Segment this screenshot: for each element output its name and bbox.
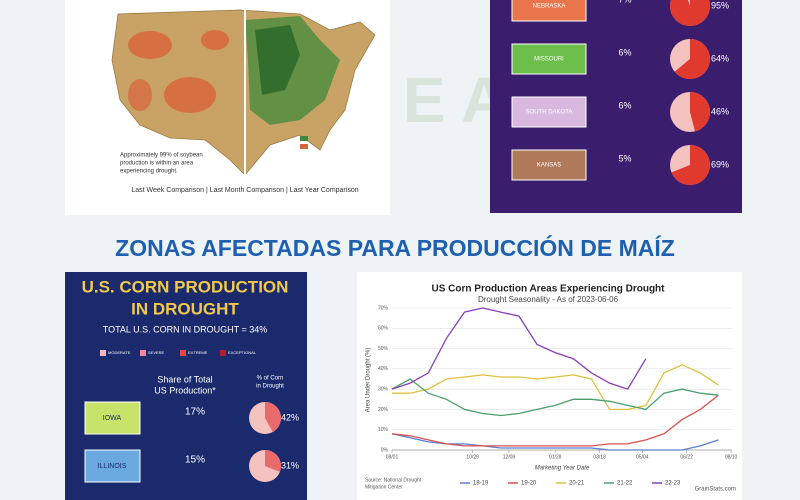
state-share: 5%	[618, 153, 631, 163]
state-name: ILLINOIS	[98, 463, 127, 470]
pie-wedge	[265, 402, 282, 433]
state-share: 6%	[618, 100, 631, 110]
chart-source: Mitigation Center	[365, 484, 403, 490]
state-shape	[84, 401, 141, 435]
legend-swatch	[300, 144, 308, 149]
drought-header: % of Corn	[257, 376, 284, 382]
legend-swatch	[100, 350, 106, 356]
y-tick-label: 30%	[378, 386, 389, 392]
legend-label: 22-23	[665, 481, 681, 487]
state-share: 15%	[185, 455, 205, 466]
legend-swatch	[300, 128, 308, 133]
map-comparisons: Last Week Comparison | Last Month Compar…	[131, 187, 358, 194]
x-tick-label: 08/10	[725, 454, 738, 460]
series-line	[391, 378, 719, 417]
y-tick-label: 50%	[378, 346, 389, 352]
corn-title: IN DROUGHT	[131, 299, 239, 318]
state-name: KANSAS	[537, 163, 561, 169]
map-note: experiencing drought.	[120, 169, 178, 175]
y-tick-label: 0%	[381, 447, 389, 453]
drought-patch	[128, 31, 172, 59]
x-tick-label: 08/01	[386, 454, 399, 460]
legend-swatch	[300, 136, 308, 141]
pie-label: 31%	[281, 460, 299, 470]
x-tick-label: 03/18	[593, 454, 606, 460]
pie-wedge	[265, 450, 282, 472]
chart-credit: GrainStats.com	[695, 487, 736, 493]
x-tick-label: 10/29	[466, 454, 479, 460]
share-header: Share of Total	[157, 374, 212, 384]
x-axis-label: Marketing Year Date	[535, 466, 590, 472]
state-shape	[84, 449, 141, 483]
x-tick-label: 06/22	[680, 454, 693, 460]
legend-label: SEVERE	[148, 350, 165, 355]
y-tick-label: 70%	[378, 305, 389, 311]
state-shape	[511, 43, 587, 75]
drought-patch	[164, 77, 216, 113]
x-tick-label: 01/28	[549, 454, 562, 460]
series-line	[392, 364, 719, 411]
legend-swatch	[140, 350, 146, 356]
legend-swatch	[220, 350, 226, 356]
corn-total: TOTAL U.S. CORN IN DROUGHT = 34%	[103, 324, 267, 334]
map-note: Approximately 99% of soybean	[120, 153, 203, 159]
legend-label: EXTREME	[188, 350, 208, 355]
y-tick-label: 60%	[378, 326, 389, 332]
pie-wedge	[674, 39, 710, 80]
drought-header: in Drought	[256, 384, 284, 390]
pie-wedge	[690, 92, 710, 132]
state-name: SOUTH DAKOTA	[526, 110, 573, 116]
drought-zone	[255, 25, 300, 95]
drought-patch	[128, 79, 152, 111]
x-tick-label: 12/08	[503, 454, 516, 460]
pie-wedge	[670, 0, 710, 26]
x-tick-label: 05/04	[636, 454, 649, 460]
y-tick-label: 20%	[378, 407, 389, 413]
watermark: E A	[403, 64, 507, 136]
pie-label: 69%	[711, 159, 729, 169]
legend-label: MODERATE	[108, 350, 131, 355]
legend-label: 21-22	[617, 481, 633, 487]
state-name: IOWA	[103, 415, 122, 422]
state-share: 6%	[618, 47, 631, 57]
series-line	[391, 394, 719, 447]
pie-label: 46%	[711, 106, 729, 116]
state-shape	[511, 0, 587, 22]
pie-wedge	[671, 145, 710, 185]
pie-label: 42%	[281, 412, 299, 422]
chart-panel	[357, 272, 742, 500]
share-header: US Production*	[154, 385, 216, 395]
legend-swatch	[180, 350, 186, 356]
state-share: 17%	[185, 407, 205, 418]
state-name: NEBRASKA	[533, 4, 566, 10]
legend-label: 20-21	[569, 481, 585, 487]
chart-source: Source: National Drought	[365, 477, 422, 483]
chart-title: US Corn Production Areas Experiencing Dr…	[432, 284, 666, 295]
legend-label: 18-19	[473, 481, 489, 487]
corn-title: U.S. CORN PRODUCTION	[82, 277, 289, 296]
y-tick-label: 10%	[378, 427, 389, 433]
map-note: production is within an area	[120, 161, 194, 167]
state-share: 7%	[618, 0, 631, 4]
legend-label: 19-20	[521, 481, 537, 487]
state-shape	[511, 149, 587, 181]
series-line	[391, 307, 647, 390]
pie-label: 95%	[711, 0, 729, 10]
y-tick-label: 40%	[378, 366, 389, 372]
state-shape	[511, 96, 587, 128]
drought-patch	[201, 30, 229, 50]
state-name: MISSOURI	[534, 57, 564, 63]
legend-label: EXCEPTIONAL	[228, 350, 257, 355]
chart-subtitle: Drought Seasonality - As of 2023-06-06	[478, 295, 619, 304]
section-title: ZONAS AFECTADAS PARA PRODUCCIÓN DE MAÍZ	[115, 234, 675, 261]
y-axis-label: Area Under Drought (%)	[366, 348, 372, 413]
pie-label: 64%	[711, 53, 729, 63]
